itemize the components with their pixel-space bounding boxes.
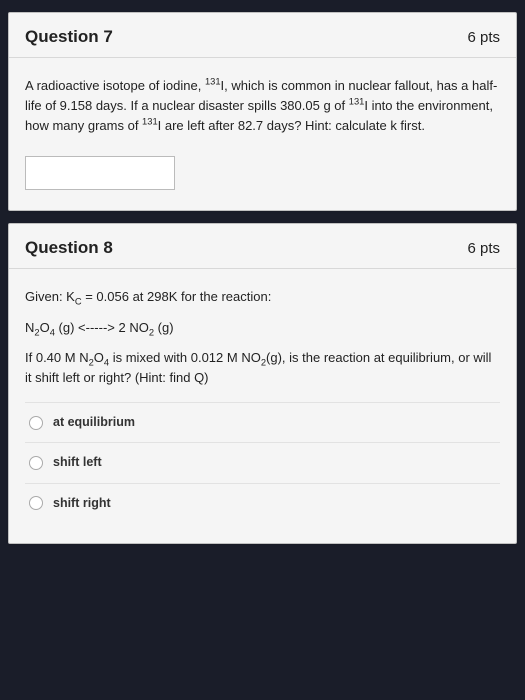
- option-label: shift right: [53, 494, 111, 513]
- question-8-given: Given: KC = 0.056 at 298K for the reacti…: [25, 287, 500, 307]
- question-8-body: Given: KC = 0.056 at 298K for the reacti…: [9, 269, 516, 543]
- question-8-title: Question 8: [25, 238, 113, 258]
- question-8-option[interactable]: shift left: [25, 442, 500, 482]
- option-label: shift left: [53, 453, 102, 472]
- question-8-header: Question 8 6 pts: [9, 224, 516, 269]
- question-8-option[interactable]: shift right: [25, 483, 500, 523]
- question-8-equation: N2O4 (g) <-----> 2 NO2 (g): [25, 318, 500, 338]
- question-7-header: Question 7 6 pts: [9, 13, 516, 58]
- question-7-card: Question 7 6 pts A radioactive isotope o…: [8, 12, 517, 211]
- radio-icon: [29, 496, 43, 510]
- question-7-body: A radioactive isotope of iodine, 131I, w…: [9, 58, 516, 210]
- question-8-prompt: If 0.40 M N2O4 is mixed with 0.012 M NO2…: [25, 348, 500, 388]
- question-7-title: Question 7: [25, 27, 113, 47]
- question-8-card: Question 8 6 pts Given: KC = 0.056 at 29…: [8, 223, 517, 544]
- option-label: at equilibrium: [53, 413, 135, 432]
- question-8-points: 6 pts: [467, 240, 500, 257]
- radio-icon: [29, 456, 43, 470]
- radio-icon: [29, 416, 43, 430]
- question-8-option[interactable]: at equilibrium: [25, 402, 500, 442]
- question-7-answer-input[interactable]: [25, 156, 175, 190]
- question-7-prompt: A radioactive isotope of iodine, 131I, w…: [25, 76, 500, 136]
- question-7-points: 6 pts: [467, 29, 500, 46]
